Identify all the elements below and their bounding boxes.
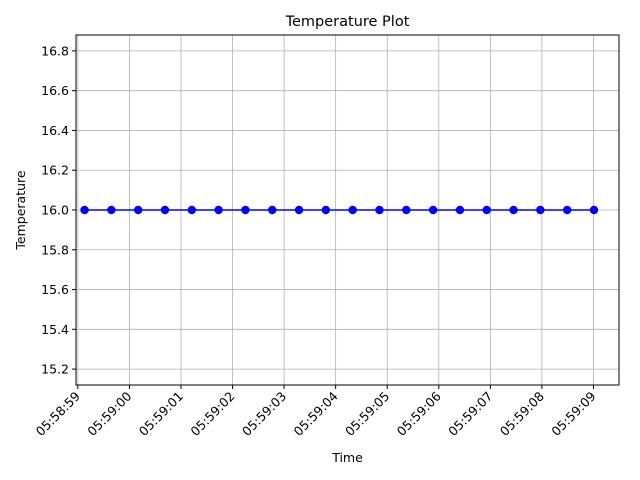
y-tick-label: 16.8 xyxy=(41,43,69,58)
x-tick-label: 05:59:07 xyxy=(445,389,495,439)
y-tick-label: 15.6 xyxy=(41,282,69,297)
data-point xyxy=(107,205,116,215)
data-point xyxy=(187,205,197,215)
data-point xyxy=(375,205,384,215)
data-point xyxy=(348,205,357,215)
chart-title: Temperature Plot xyxy=(285,14,410,30)
data-point xyxy=(482,205,491,215)
y-tick-label: 15.4 xyxy=(41,322,69,337)
x-tick-label: 05:59:02 xyxy=(187,389,237,439)
data-point xyxy=(589,205,599,215)
data-point xyxy=(536,205,545,215)
data-point xyxy=(268,205,277,215)
y-tick-label: 16.2 xyxy=(41,163,69,178)
x-tick-label: 05:59:00 xyxy=(84,388,134,438)
y-tick-label: 16.0 xyxy=(41,203,69,218)
data-point xyxy=(562,205,572,215)
x-tick-label: 05:59:01 xyxy=(136,389,186,439)
y-tick-label: 15.2 xyxy=(41,362,69,377)
x-axis-label: Time xyxy=(331,450,363,465)
x-tick-label: 05:59:05 xyxy=(342,389,392,439)
data-point xyxy=(509,205,518,215)
data-point xyxy=(160,205,170,215)
y-axis-label: Temperature xyxy=(13,170,28,250)
y-tick-label: 15.8 xyxy=(41,242,69,257)
y-tick-label: 16.6 xyxy=(41,83,69,98)
x-tick-label: 05:59:09 xyxy=(548,388,598,438)
ticks: 15.2 15.4 15.6 15.8 16.0 16.2 16.4 16.6 16.8 05:5… xyxy=(33,43,599,438)
data-point xyxy=(428,205,438,215)
x-tick-label: 05:59:03 xyxy=(239,389,289,439)
x-tick-label: 05:59:08 xyxy=(497,388,547,438)
x-tick-label: 05:58:59 xyxy=(33,388,83,438)
x-tick-label: 05:59:04 xyxy=(290,388,340,438)
data-point xyxy=(214,205,223,215)
data-point xyxy=(455,205,465,215)
data-point xyxy=(241,205,250,215)
y-tick-label: 16.4 xyxy=(41,123,69,138)
data-point xyxy=(294,205,304,215)
data-point xyxy=(321,205,331,215)
data-point xyxy=(80,205,89,215)
x-tick-label: 05:59:06 xyxy=(394,388,444,438)
data-point xyxy=(133,205,143,215)
data-point xyxy=(402,205,411,215)
series-layer xyxy=(80,205,599,215)
